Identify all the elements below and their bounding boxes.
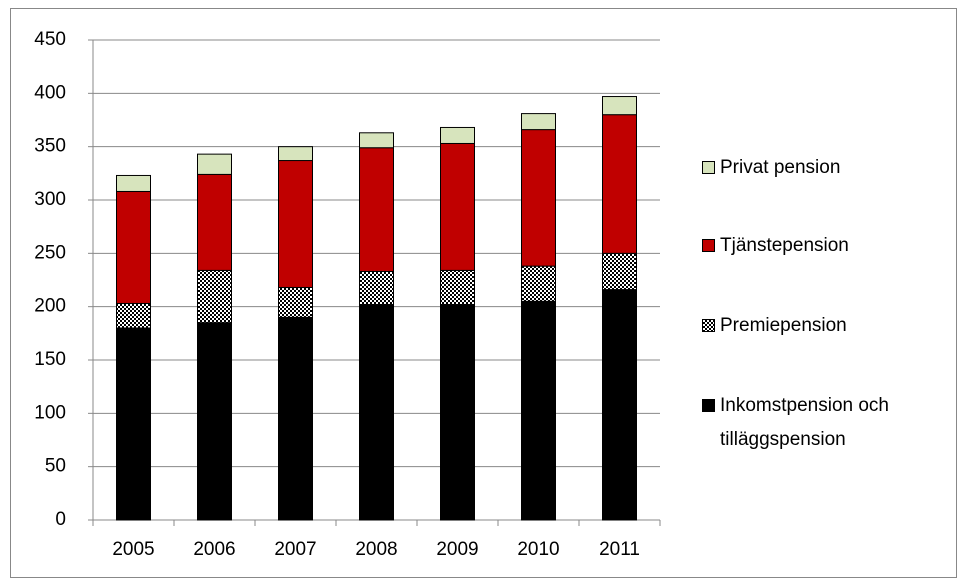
bar-segment [197, 153, 232, 175]
bar-segment [521, 265, 556, 302]
legend-swatch [702, 239, 715, 252]
y-tick-label: 350 [34, 136, 66, 157]
bar-segment [359, 270, 394, 306]
bar-segment [359, 147, 394, 272]
bar-segment [278, 286, 313, 318]
y-tick-label: 300 [34, 189, 66, 210]
y-tick-label: 100 [34, 402, 66, 423]
chart-border [10, 8, 957, 578]
bar-segment [521, 300, 556, 521]
bar-segment [359, 132, 394, 149]
legend-label: Premiepension [720, 315, 847, 336]
bar-segment [440, 269, 475, 306]
bar-segment [521, 129, 556, 267]
bar-segment [278, 146, 313, 162]
y-tick-label: 250 [34, 242, 66, 263]
legend-item: Privat pension [702, 151, 942, 185]
bar-segment [116, 327, 151, 521]
legend-label: Inkomstpension och tilläggspension [720, 395, 889, 450]
y-tick-label: 150 [34, 349, 66, 370]
bar-segment [197, 322, 232, 521]
bar-segment [602, 96, 637, 116]
legend-item: Inkomstpension och tilläggspension [702, 389, 942, 457]
y-tick-label: 400 [34, 82, 66, 103]
bar-segment [197, 269, 232, 324]
x-tick-label: 2006 [193, 539, 235, 560]
bar-segment [359, 304, 394, 521]
y-tick-label: 450 [34, 29, 66, 50]
bar-segment [278, 316, 313, 521]
legend-item: Premiepension [702, 309, 942, 343]
legend-label: Tjänstepension [720, 235, 849, 256]
x-tick-label: 2010 [517, 539, 559, 560]
bar-segment [278, 160, 313, 288]
bar-segment [440, 304, 475, 521]
bar-segment [602, 252, 637, 291]
bar-segment [116, 302, 151, 329]
legend-swatch [702, 161, 715, 174]
bar-segment [116, 174, 151, 192]
x-tick-label: 2008 [355, 539, 397, 560]
bar-segment [116, 190, 151, 304]
bar-segment [440, 126, 475, 144]
x-tick-label: 2011 [599, 539, 640, 560]
bar-segment [602, 289, 637, 521]
bar-segment [602, 114, 637, 254]
legend-swatch [702, 319, 715, 332]
y-tick-label: 50 [45, 456, 66, 477]
x-tick-label: 2007 [274, 539, 316, 560]
legend-swatch [702, 399, 715, 412]
y-tick-label: 0 [55, 509, 66, 530]
legend-item: Tjänstepension [702, 229, 942, 263]
bar-segment [521, 113, 556, 131]
x-tick-label: 2009 [436, 539, 478, 560]
legend-label: Privat pension [720, 157, 841, 178]
y-tick-label: 200 [34, 296, 66, 317]
x-tick-label: 2005 [112, 539, 154, 560]
bar-segment [440, 142, 475, 271]
bar-segment [197, 173, 232, 271]
